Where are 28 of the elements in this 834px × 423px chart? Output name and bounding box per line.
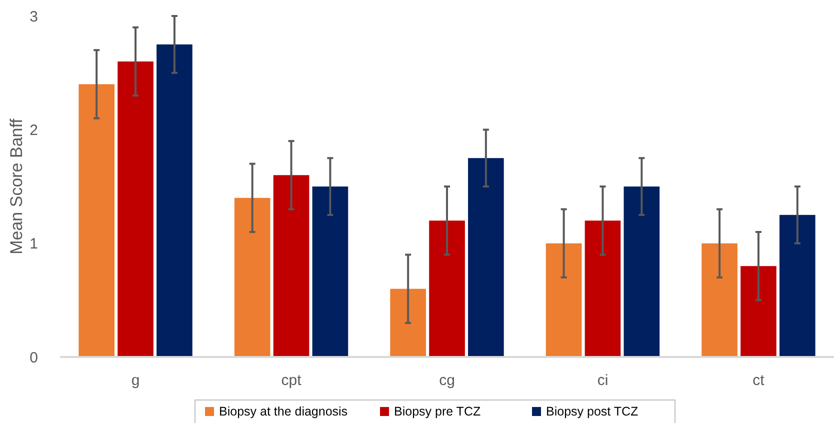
x-tick-label: cg [439,372,455,389]
y-tick-label: 0 [30,349,38,366]
legend-label: Biopsy pre TCZ [394,404,481,418]
x-tick-label: g [131,372,140,389]
bar [624,186,660,357]
bar [429,220,465,357]
bar [118,61,154,357]
bar [779,214,816,357]
y-tick-label: 3 [30,8,38,26]
bar [740,266,776,357]
x-tick-label: ci [597,372,608,389]
bar [546,243,582,357]
y-tick-label: 1 [30,236,38,253]
bar [390,288,426,357]
bar [468,158,504,357]
bar [312,186,348,357]
bar [78,84,115,357]
bar [702,243,738,357]
x-tick-label: cpt [281,372,302,389]
bar [584,220,621,357]
y-tick-label: 2 [30,122,38,139]
bar [273,175,310,357]
x-tick-label: ct [752,372,766,389]
bar [156,44,192,357]
legend-label: Biopsy post TCZ [546,404,639,418]
legend-label: Biopsy at the diagnosis [219,404,348,418]
bar [234,198,270,357]
y-axis-title: Mean Score Banff [7,118,26,254]
